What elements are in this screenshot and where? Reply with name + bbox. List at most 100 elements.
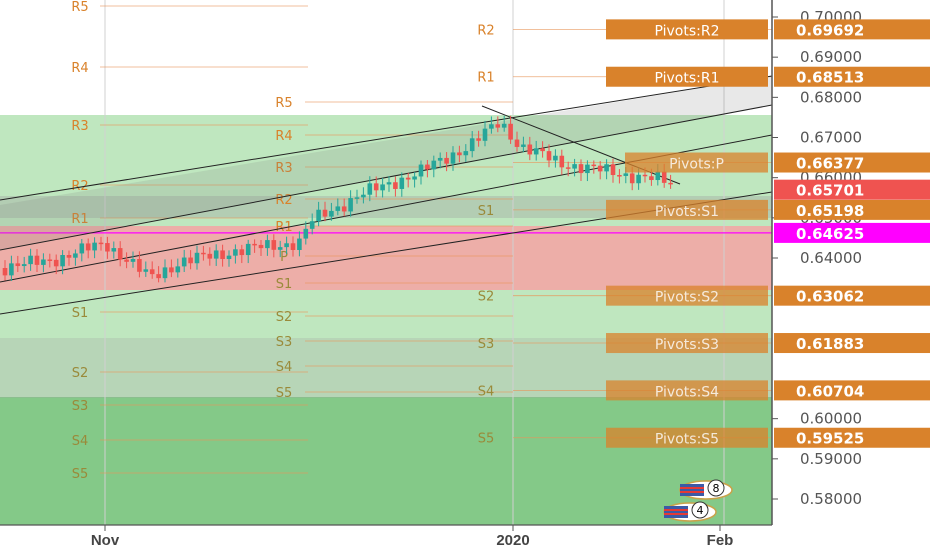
pivot-level-label: S5 — [478, 432, 495, 447]
candle-body — [105, 243, 110, 252]
pivot-level-label: S4 — [478, 384, 495, 399]
candle-body — [130, 259, 136, 262]
event-badges[interactable]: 84 — [663, 479, 733, 522]
candle-body — [661, 171, 667, 183]
candle-body — [405, 177, 411, 180]
candle-body — [540, 148, 545, 152]
candle-body — [322, 209, 328, 217]
candle-body — [623, 173, 629, 176]
candle-body — [111, 248, 117, 252]
pivot-tag — [606, 380, 768, 401]
candle-body — [610, 164, 616, 176]
candle-body — [546, 151, 552, 161]
candle-body — [226, 255, 232, 260]
pivot-tag — [606, 66, 768, 87]
pivot-level-label: S3 — [276, 335, 293, 350]
candle-body — [521, 144, 526, 147]
price-tag-value: 0.65701 — [796, 182, 864, 200]
price-tag — [774, 152, 930, 173]
candle-body — [367, 183, 373, 195]
candle-body — [220, 250, 225, 260]
price-tag — [774, 285, 930, 306]
price-tag-value: 0.61883 — [796, 335, 864, 353]
price-tag — [774, 66, 930, 87]
price-tag-value: 0.63062 — [796, 288, 864, 306]
candle-body — [418, 164, 424, 177]
pivot-level-label: S4 — [276, 360, 293, 375]
pivot-level-label: R2 — [71, 179, 88, 194]
candle-body — [60, 254, 65, 267]
pivot-tag-label: Pivots:R2 — [654, 23, 719, 39]
candle-body — [28, 255, 33, 265]
candle-body — [655, 171, 661, 181]
candle-body — [380, 184, 385, 191]
candle-body — [444, 157, 449, 164]
red-zone — [0, 226, 772, 290]
price-tag — [774, 179, 930, 200]
pivot-tag-label: Pivots:S1 — [655, 204, 719, 220]
pivot-level-label: S3 — [72, 399, 89, 414]
candle-body — [233, 249, 238, 256]
price-tag-value: 0.68513 — [796, 69, 864, 87]
price-tag — [774, 222, 930, 243]
flag-icon — [664, 506, 688, 518]
candle-body — [482, 128, 488, 141]
price-axis[interactable]: 0.700000.690000.680000.670000.660000.650… — [771, 0, 932, 550]
candle-body — [501, 123, 507, 128]
candle-body — [162, 267, 168, 279]
pivot-tag-label: Pivots:P — [669, 157, 724, 173]
candle-body — [41, 259, 46, 265]
candle-body — [585, 164, 590, 174]
pivot-level-label: S3 — [478, 337, 495, 352]
candle-body — [437, 157, 443, 161]
candle-body — [265, 240, 270, 249]
pivot-tag-label: Pivots:S2 — [655, 290, 719, 306]
price-tag-value: 0.60704 — [796, 382, 864, 400]
time-axis[interactable]: Nov 2020 Feb — [0, 524, 772, 549]
event-count-bubble — [707, 479, 725, 497]
candle-body — [137, 259, 142, 272]
candle-body — [92, 242, 97, 251]
candle-body — [412, 176, 417, 180]
candle-body — [21, 264, 27, 267]
pivot-level-label: P — [280, 250, 288, 265]
candle-body — [85, 243, 91, 251]
trend-channel — [0, 75, 773, 315]
candle-body — [373, 183, 379, 191]
pivot-level-label: S1 — [276, 277, 293, 292]
candle-body — [591, 164, 597, 167]
gray-zone-top — [0, 196, 772, 218]
pivot-level-label: S5 — [276, 386, 293, 401]
candle-body — [649, 176, 654, 181]
candle-body — [149, 269, 155, 275]
pivot-level-label: R5 — [275, 96, 292, 111]
candle-body — [47, 259, 53, 261]
candle-body — [316, 209, 321, 222]
pivot-level-label: R3 — [275, 161, 292, 176]
candle-body — [450, 152, 456, 164]
channel-fill — [0, 76, 772, 250]
candle-body — [258, 244, 264, 249]
pivot-level-label: R1 — [71, 212, 88, 227]
candle-body — [553, 155, 558, 161]
candle-body — [34, 255, 40, 265]
candle-body — [245, 243, 251, 256]
candle-body — [431, 160, 437, 170]
pivot-level-label: R2 — [477, 23, 494, 38]
pivot-tag — [606, 199, 768, 220]
price-tick-label: 0.59000 — [800, 450, 862, 468]
pivot-level-label: R5 — [71, 0, 88, 15]
candle-body — [290, 243, 296, 250]
candle-body — [252, 243, 257, 246]
candle-body — [642, 174, 648, 177]
price-tag — [774, 19, 930, 40]
pivot-level-label: R2 — [275, 193, 292, 208]
candle-body — [169, 267, 174, 273]
candle-body — [213, 250, 219, 259]
candle-body — [508, 123, 513, 140]
candle-body — [143, 269, 149, 272]
candle-body — [361, 194, 366, 198]
price-tag — [774, 199, 930, 220]
pivot-level-label: S2 — [478, 290, 495, 305]
